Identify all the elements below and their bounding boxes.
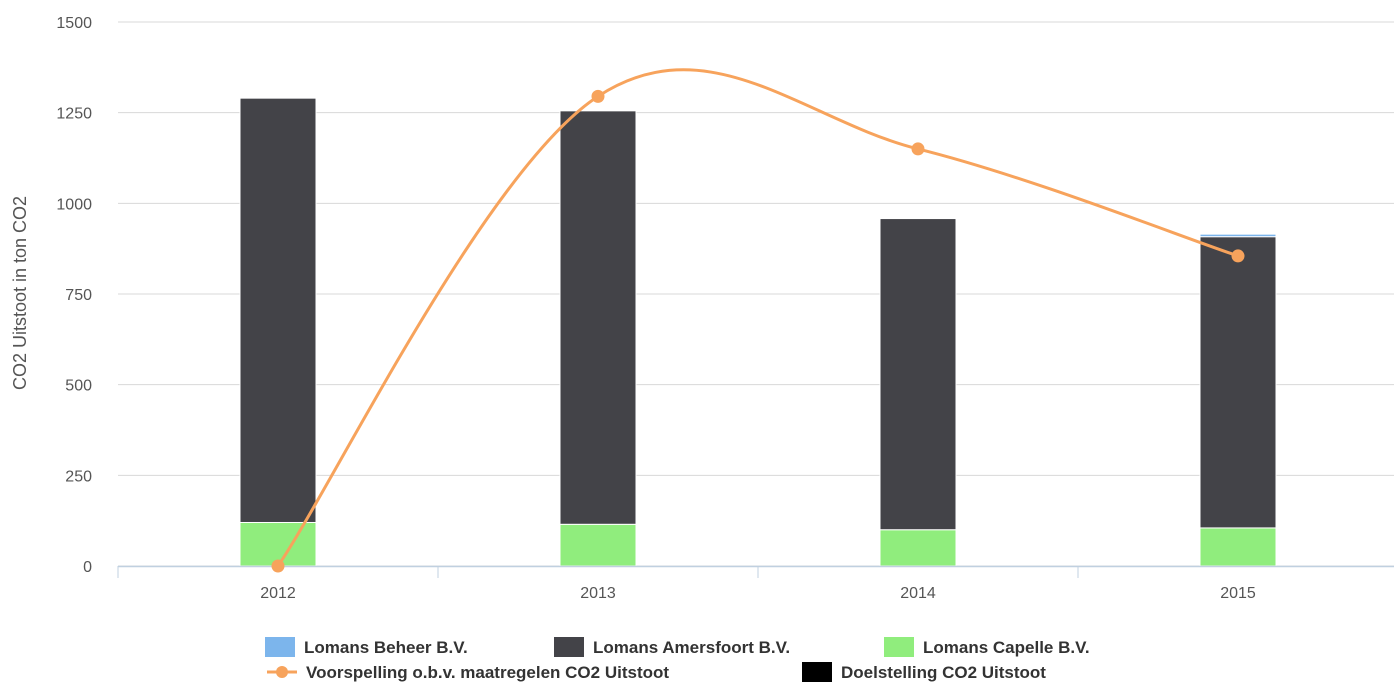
- x-tick-label: 2014: [900, 585, 936, 602]
- y-tick-label: 250: [65, 468, 92, 485]
- bar-segment: [559, 110, 637, 525]
- bar-segment: [559, 523, 637, 567]
- bar-segment: [1199, 527, 1277, 567]
- forecast-line: [276, 68, 1239, 567]
- x-tick-label: 2013: [580, 585, 616, 602]
- legend-marker: [276, 666, 288, 678]
- x-axis: 2012 2013 2014 2015: [117, 565, 1394, 602]
- bar-segment: [1199, 236, 1277, 529]
- bar-segment: [239, 521, 317, 567]
- legend-swatch: [884, 637, 914, 657]
- bar-stacks: [239, 97, 1277, 567]
- y-tick-label: 1500: [56, 15, 92, 32]
- legend-label: Lomans Beheer B.V.: [304, 638, 468, 657]
- legend-swatch: [265, 637, 295, 657]
- bar-segment: [239, 97, 317, 523]
- forecast-point: [1231, 249, 1245, 263]
- y-tick-label: 0: [83, 559, 92, 576]
- bar-segment: [879, 529, 957, 567]
- line-series: [271, 68, 1245, 573]
- bar-segment: [1199, 233, 1277, 238]
- forecast-point: [911, 142, 925, 156]
- y-tick-label: 1250: [56, 106, 92, 123]
- x-tick-label: 2015: [1220, 585, 1256, 602]
- legend-label: Lomans Capelle B.V.: [923, 638, 1090, 657]
- x-tick-label: 2012: [260, 585, 296, 602]
- y-axis: 0 250 500 750 1000 1250 1500: [56, 15, 92, 576]
- y-axis-title: CO2 Uitstoot in ton CO2: [10, 196, 30, 390]
- legend-swatch: [554, 637, 584, 657]
- y-tick-label: 750: [65, 287, 92, 304]
- y-tick-label: 500: [65, 378, 92, 395]
- forecast-point: [271, 559, 285, 573]
- legend: Lomans Beheer B.V. Lomans Amersfoort B.V.…: [265, 637, 1090, 682]
- legend-label: Voorspelling o.b.v. maatregelen CO2 Uits…: [306, 663, 669, 682]
- legend-label: Doelstelling CO2 Uitstoot: [841, 663, 1046, 682]
- legend-swatch: [802, 662, 832, 682]
- forecast-point: [591, 89, 605, 103]
- bar-segment: [879, 218, 957, 531]
- y-tick-label: 1000: [56, 196, 92, 213]
- legend-label: Lomans Amersfoort B.V.: [593, 638, 790, 657]
